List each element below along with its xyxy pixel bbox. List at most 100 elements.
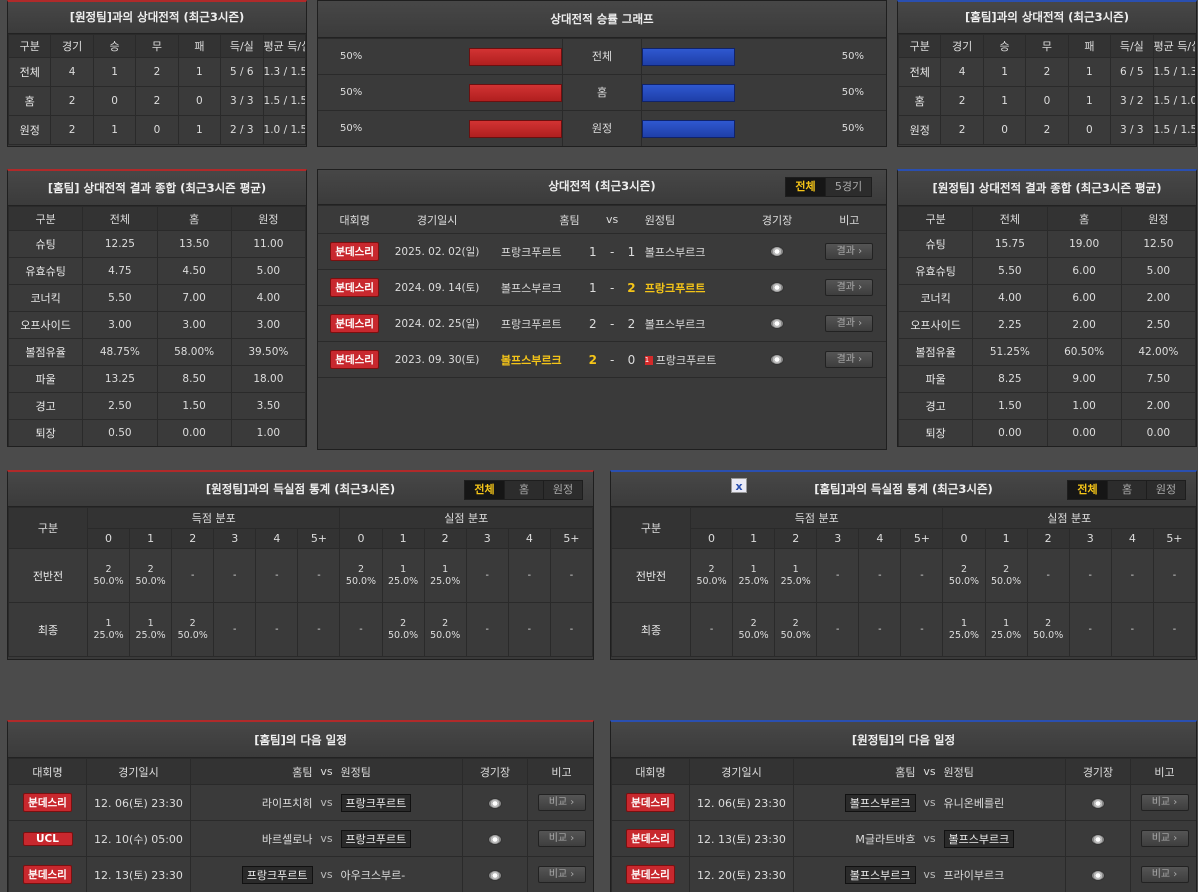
cell-value: 1 [982,86,1027,116]
cell-value: 1 [177,57,222,87]
goal-percent: 50.0% [387,629,419,641]
home-score: 1 [579,233,607,270]
goal-percent: 50.0% [948,575,980,587]
cell-value: 1.00 [230,419,306,446]
stadium-icon[interactable] [1091,797,1105,809]
tab-away[interactable]: 원정 [543,481,582,499]
matches-table: 대회명 경기일시 홈팀 vs 원정팀 경기장 비고 분데스리 2025. 02. 02(일) 프랑… [318,205,886,378]
row-label: 오프사이드 [8,311,84,339]
cell-value: 1.3 / 1.5 [262,57,306,87]
home-team: 바르셀로나 [261,832,313,846]
row-label: 슈팅 [8,230,84,258]
compare-button[interactable]: 비교 › [1140,830,1189,847]
row-label: 볼점유율 [8,338,84,366]
goal-count: 1 [105,617,112,629]
cell-value: 2 [135,86,179,116]
schedule-row: 분데스리 12. 13(토) 23:30 프랑크푸르트 vs 아우크스부르- 비교 › [8,856,593,892]
winrate-graph-panel: 상대전적 승률 그래프 50% 전체 50% 50% 홈 50% 50% 원정 50% [317,0,887,147]
tab-all[interactable]: 전체 [786,178,825,196]
stadium-icon[interactable] [1091,869,1105,881]
col-header: 구분 [8,507,88,549]
home-bar [469,120,562,138]
tab-home[interactable]: 홈 [1107,481,1146,499]
goal-percent: 50.0% [990,575,1022,587]
tab-home[interactable]: 홈 [504,481,543,499]
stadium-icon[interactable] [770,282,785,293]
cell-value: 3.00 [82,311,158,339]
goal-cell: - [1068,548,1112,603]
stadium-icon[interactable] [488,833,502,845]
cell-value: 1.5 / 1.3 [1152,57,1196,87]
cell-value: 60.50% [1046,338,1122,366]
competition-badge: 분데스리 [626,793,675,812]
goal-cell: - [1152,548,1196,603]
chevron-right-icon: › [854,246,863,257]
goal-count-header: 1 [732,528,776,549]
goal-count: - [569,623,574,635]
goal-cell: - [1152,602,1196,657]
col-header: 구분 [8,206,84,231]
compare-button[interactable]: 비교 › [537,794,586,811]
next-away-panel: [원정팀]의 다음 일정 대회명 경기일시 홈팀 vs 원정팀 경기장 비고 분데스리 12. … [610,720,1197,892]
goal-count: 1 [442,563,449,575]
goal-cell: - [297,548,341,603]
away-bar [642,48,735,66]
next-home-table: 대회명 경기일시 홈팀 vs 원정팀 경기장 비고 분데스리 12. 06(토) 23:30 라이… [8,758,593,892]
cell-value: 1 [92,115,137,145]
goals-row: 최종 -2 50.0% 2 50.0% - - -1 25.0% 1 25.0% 2 50.0% - - - [611,602,1196,657]
stadium-icon[interactable] [770,354,785,365]
goal-count-header: 2 [423,528,467,549]
tab-all[interactable]: 전체 [465,481,504,499]
goal-cell: 2 50.0% [86,548,131,603]
cell-value: 2.50 [1120,311,1196,339]
goal-cell: - [858,548,902,603]
col-header: 구분 [8,34,52,58]
stadium-icon[interactable] [488,797,502,809]
cell-value: 3 / 3 [220,86,264,116]
goal-count: - [359,623,363,635]
goal-count: - [527,623,532,635]
goals-away-tabs: 전체 홈 원정 [464,480,583,500]
goal-cell: - [1110,548,1154,603]
compare-button[interactable]: 비교 › [1140,794,1189,811]
graph-row: 50% 홈 50% [318,74,886,110]
result-button[interactable]: 결과 › [825,315,874,332]
tab-away[interactable]: 원정 [1146,481,1185,499]
stadium-icon[interactable] [770,318,785,329]
col-header: 구분 [898,206,974,231]
col-header: vs [915,758,944,785]
left-percent: 50% [340,51,363,62]
result-button[interactable]: 결과 › [825,243,874,260]
cell-value: 1 [982,57,1027,87]
goal-count-header: 1 [381,528,425,549]
goal-count: 2 [400,617,407,629]
goal-cell: 2 50.0% [339,548,383,603]
compare-button[interactable]: 비교 › [537,830,586,847]
home-score: 1 [579,269,607,306]
row-label: 경고 [8,392,84,420]
tab-all[interactable]: 전체 [1068,481,1107,499]
goal-cell: - [297,602,341,657]
goal-count: - [317,569,321,581]
tab-5games[interactable]: 5경기 [825,178,871,196]
home-team: 프랑크푸르트 [241,865,313,884]
table-row: 퇴장 0.50 0.00 1.00 [8,419,306,446]
stadium-icon[interactable] [1091,833,1105,845]
home-bar [469,84,562,102]
graph-row: 50% 원정 50% [318,110,886,146]
goal-cell: 1 25.0% [732,548,776,603]
stadium-icon[interactable] [488,869,502,881]
table-row: 코너킥 5.50 7.00 4.00 [8,284,306,312]
col-header: 홈팀 [482,205,580,234]
away-team: 볼프스부르크 [644,317,706,331]
goal-percent: 25.0% [738,575,769,587]
cell-value: 0.50 [82,419,158,446]
compare-button[interactable]: 비교 › [537,866,586,883]
schedule-row: 분데스리 12. 13(토) 23:30 M글라트바흐 vs 볼프스부르크 비교 › [611,820,1196,857]
result-button[interactable]: 결과 › [825,351,874,368]
result-button[interactable]: 결과 › [825,279,874,296]
goal-count: - [1130,623,1135,635]
stadium-icon[interactable] [770,246,785,257]
compare-button[interactable]: 비교 › [1140,866,1189,883]
